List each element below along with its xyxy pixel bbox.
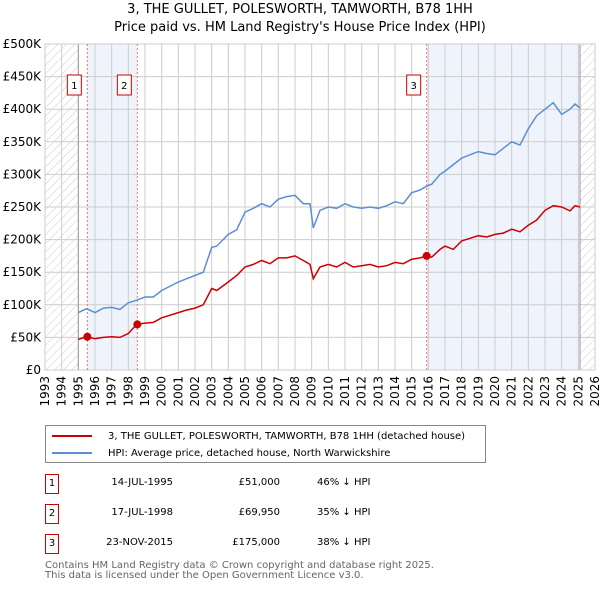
sale-label: 2 [121,81,127,92]
legend-label: 3, THE GULLET, POLESWORTH, TAMWORTH, B78… [108,430,466,442]
x-tick-label: 2010 [321,376,335,407]
y-tick-label: £450K [3,70,43,84]
no-data-hatch [45,44,79,370]
x-tick-label: 2019 [471,376,485,407]
x-tick-label: 2018 [455,376,469,407]
legend-item-property: 3, THE GULLET, POLESWORTH, TAMWORTH, B78… [46,428,465,444]
x-tick-label: 2015 [405,376,419,407]
x-tick-label: 2020 [488,376,502,407]
sale-point [422,251,431,260]
y-tick-label: £200K [3,233,43,247]
legend-label: HPI: Average price, detached house, Nort… [108,447,391,459]
legend: 3, THE GULLET, POLESWORTH, TAMWORTH, B78… [45,425,486,463]
sale-hpi-diff: 38% ↓ HPI [317,537,371,548]
sale-label: 1 [71,81,77,92]
y-tick-label: £0 [26,363,41,377]
x-tick-label: 2006 [255,376,269,407]
sale-marker-badge: 2 [45,504,59,524]
sale-row: 2 17-JUL-1998 £69,950 35% ↓ HPI [45,504,405,524]
x-tick-label: 2023 [538,376,552,407]
sale-price: £51,000 [238,477,280,488]
x-tick-label: 2021 [505,376,519,407]
x-tick-label: 2022 [521,376,535,407]
x-tick-label: 2016 [421,376,435,407]
x-tick-label: 2001 [171,376,185,407]
x-tick-label: 1998 [121,376,135,407]
sale-price: £175,000 [232,537,280,548]
y-tick-label: £300K [3,167,43,181]
x-tick-label: 1994 [55,376,69,407]
y-tick-label: £350K [3,135,43,149]
x-tick-label: 1995 [71,376,85,407]
chart-subtitle: Price paid vs. HM Land Registry's House … [114,20,486,35]
price-chart: 1993 1994 1995 1996 1997 1998 1999 2000 2001 2002… [3,37,600,407]
x-tick-label: 2008 [288,376,302,407]
footer: Contains HM Land Registry data © Crown c… [45,561,434,581]
no-data-hatch [580,44,595,370]
x-tick-label: 2004 [221,376,235,407]
x-tick-label: 2014 [388,376,402,407]
sale-date: 17-JUL-1998 [111,507,173,518]
x-tick-label: 2017 [438,376,452,407]
x-tick-label: 2026 [588,376,600,407]
x-tick-label: 2009 [305,376,319,407]
x-tick-label: 2011 [338,376,352,407]
y-tick-label: £500K [3,37,43,51]
y-tick-label: £400K [3,102,43,116]
sale-hpi-diff: 35% ↓ HPI [317,507,371,518]
y-tick-label: £100K [3,298,43,312]
sale-row: 1 14-JUL-1995 £51,000 46% ↓ HPI [45,474,405,494]
sale-hpi-diff: 46% ↓ HPI [317,477,371,488]
sale-date: 14-JUL-1995 [111,477,173,488]
x-tick-label: 2013 [371,376,385,407]
sale-row: 3 23-NOV-2015 £175,000 38% ↓ HPI [45,534,405,554]
x-tick-label: 1999 [138,376,152,407]
x-tick-label: 2002 [188,376,202,407]
sale-label-box [406,74,422,96]
hpi-line [77,101,581,314]
x-tick-label: 2012 [355,376,369,407]
chart-title: 3, THE GULLET, POLESWORTH, TAMWORTH, B78… [127,2,473,17]
x-tick-label: 2003 [205,376,219,407]
legend-item-hpi: HPI: Average price, detached house, Nort… [46,445,390,461]
property-price-line [78,204,581,341]
red-line-swatch [52,435,92,437]
sale-label-box [66,74,82,96]
x-tick-label: 1997 [105,376,119,407]
sale-point [133,320,142,329]
x-tick-label: 1996 [88,376,102,407]
x-tick-label: 2000 [155,376,169,407]
sale-point [83,332,92,341]
x-tick-label: 2024 [555,376,569,407]
y-tick-label: £250K [3,200,43,214]
x-tick-label: 1993 [38,376,52,407]
copyright-text: Contains HM Land Registry data © Crown c… [45,560,434,571]
sale-price: £69,950 [238,507,280,518]
sale-date: 23-NOV-2015 [106,537,173,548]
sale-label-box [116,74,132,96]
y-tick-label: £50K [10,330,42,344]
sale-marker-badge: 1 [45,474,59,494]
x-tick-label: 2005 [238,376,252,407]
sale-marker-badge: 3 [45,534,59,554]
sale-label: 3 [410,81,416,92]
blue-line-swatch [52,452,92,454]
plot-frame [44,43,596,371]
y-tick-label: £150K [3,265,43,279]
x-tick-label: 2025 [571,376,585,407]
x-tick-label: 2007 [271,376,285,407]
licence-text: This data is licensed under the Open Gov… [45,570,364,581]
